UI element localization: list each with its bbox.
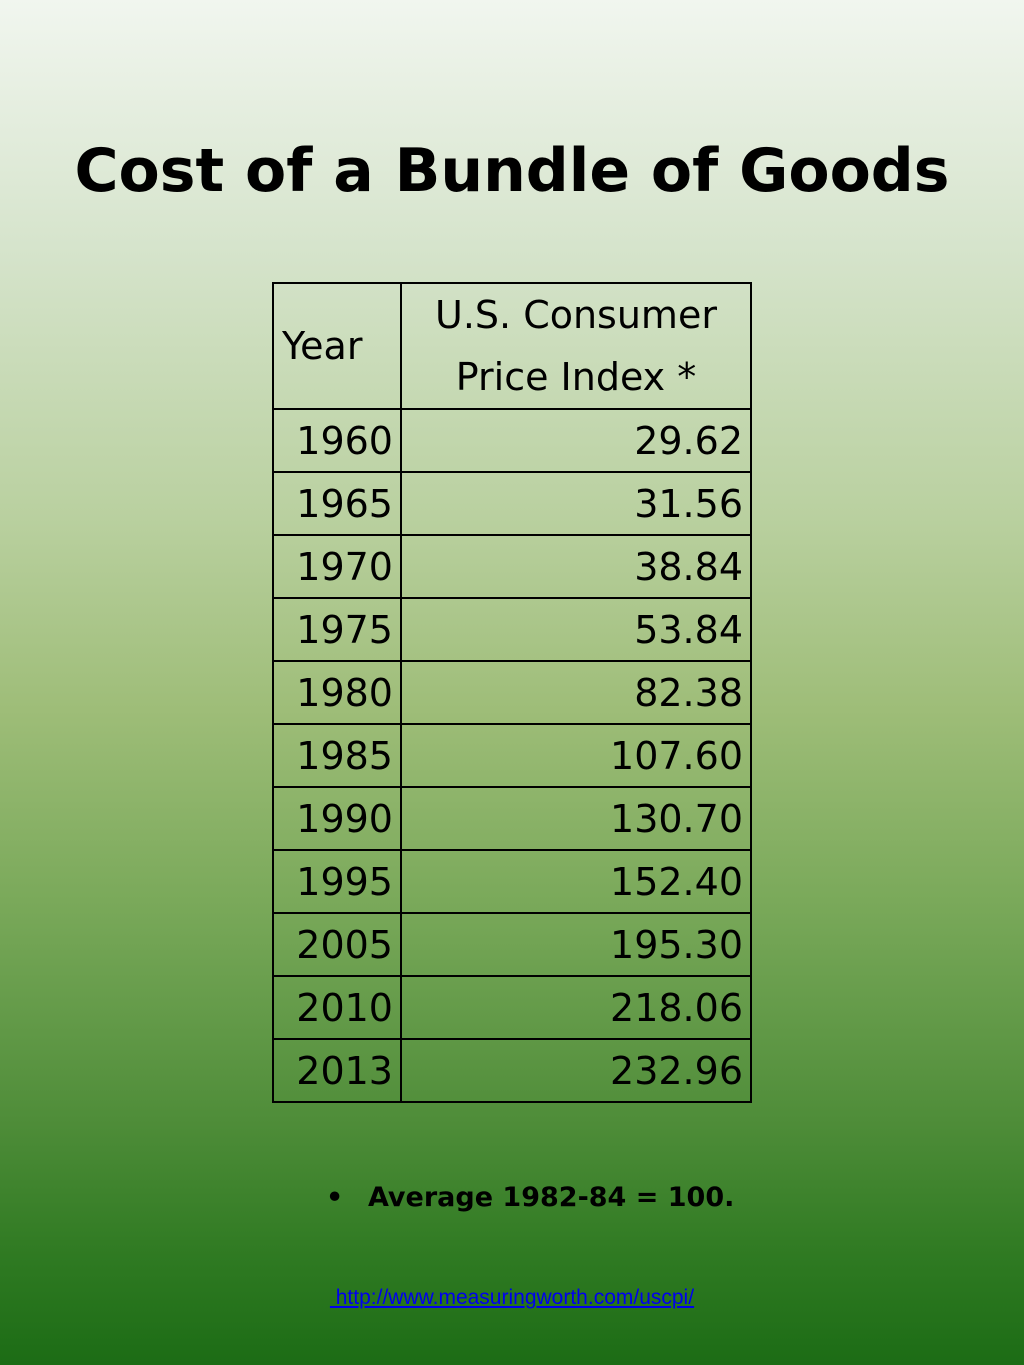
- cpi-cell: 195.30: [400, 912, 752, 977]
- table-row: 1975 53.84: [272, 597, 752, 662]
- year-cell: 1985: [272, 723, 402, 788]
- year-cell: 1995: [272, 849, 402, 914]
- table-row: 2005 195.30: [272, 912, 752, 977]
- year-cell: 1990: [272, 786, 402, 851]
- year-cell: 1960: [272, 408, 402, 473]
- year-cell: 2010: [272, 975, 402, 1040]
- source-link[interactable]: http://www.measuringworth.com/uscpi/: [329, 1286, 695, 1309]
- year-cell: 2005: [272, 912, 402, 977]
- cpi-column-header: U.S. Consumer Price Index *: [400, 282, 752, 410]
- table-row: 2013 232.96: [272, 1038, 752, 1103]
- table-row: 1990 130.70: [272, 786, 752, 851]
- cpi-header-line2: Price Index *: [455, 355, 697, 399]
- year-column-header: Year: [272, 282, 402, 410]
- table-row: 1970 38.84: [272, 534, 752, 599]
- year-cell: 1975: [272, 597, 402, 662]
- bullet-icon: •: [326, 1182, 344, 1213]
- year-cell: 1965: [272, 471, 402, 536]
- table-row: 2010 218.06: [272, 975, 752, 1040]
- year-cell: 1970: [272, 534, 402, 599]
- table-row: 1995 152.40: [272, 849, 752, 914]
- footnote: • Average 1982-84 = 100.: [326, 1178, 734, 1218]
- cpi-cell: 82.38: [400, 660, 752, 725]
- footnote-text: Average 1982-84 = 100.: [368, 1182, 735, 1213]
- table-row: 1960 29.62: [272, 408, 752, 473]
- table-row: 1965 31.56: [272, 471, 752, 536]
- year-cell: 2013: [272, 1038, 402, 1103]
- cpi-cell: 38.84: [400, 534, 752, 599]
- table-row: 1980 82.38: [272, 660, 752, 725]
- table-row: 1985 107.60: [272, 723, 752, 788]
- slide-title: Cost of a Bundle of Goods: [74, 136, 950, 206]
- year-cell: 1980: [272, 660, 402, 725]
- cpi-cell: 232.96: [400, 1038, 752, 1103]
- cpi-cell: 218.06: [400, 975, 752, 1040]
- cpi-cell: 29.62: [400, 408, 752, 473]
- cpi-header-line1: U.S. Consumer: [435, 293, 717, 337]
- cpi-table: Year U.S. Consumer Price Index * 1960 29.6…: [272, 282, 752, 1103]
- cpi-cell: 53.84: [400, 597, 752, 662]
- cpi-cell: 107.60: [400, 723, 752, 788]
- table-header-row: Year U.S. Consumer Price Index *: [272, 282, 752, 410]
- cpi-cell: 31.56: [400, 471, 752, 536]
- cpi-cell: 152.40: [400, 849, 752, 914]
- cpi-cell: 130.70: [400, 786, 752, 851]
- table-body: 1960 29.62 1965 31.56 1970 38.84 1975 53.84 1980…: [272, 408, 752, 1103]
